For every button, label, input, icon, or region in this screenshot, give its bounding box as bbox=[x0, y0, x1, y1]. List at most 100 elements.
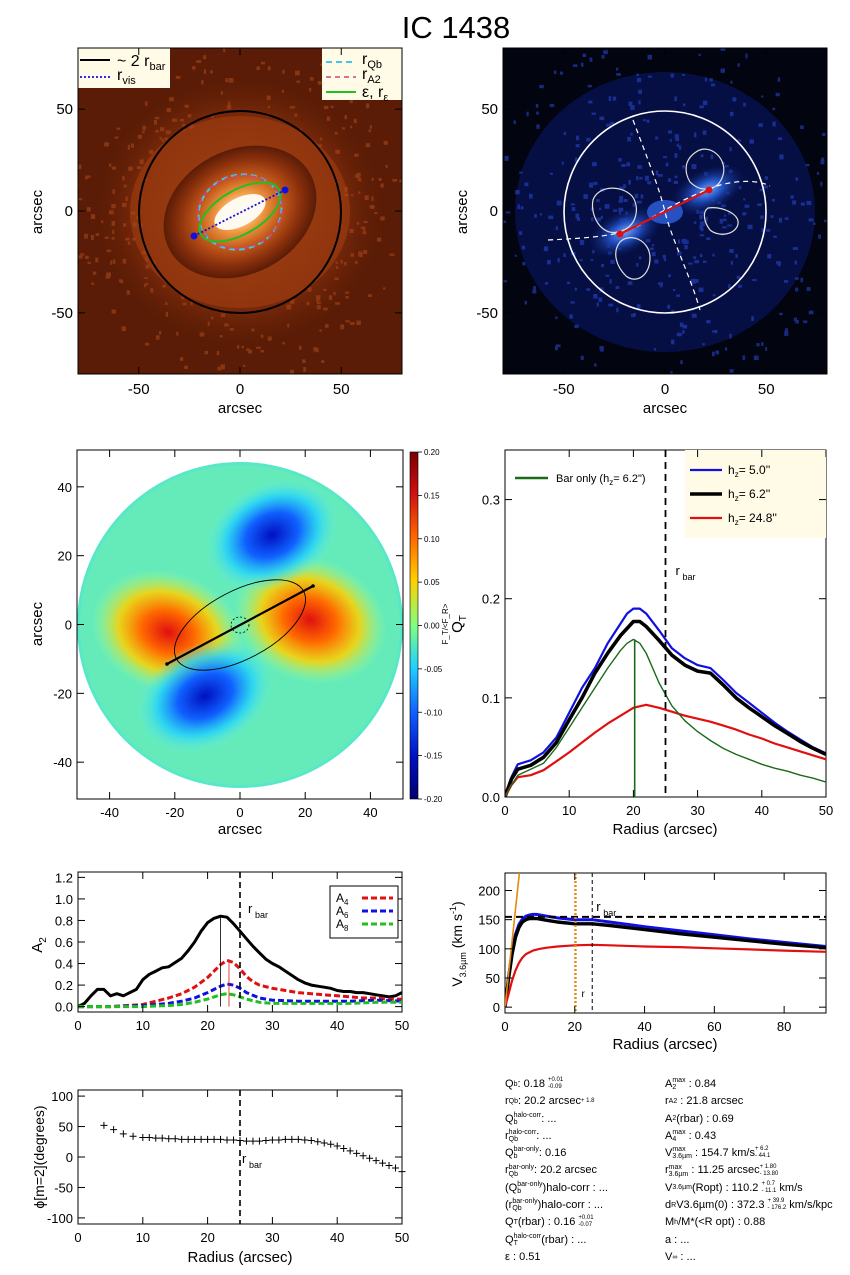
x-tick-label: 20 bbox=[200, 1018, 214, 1033]
svg-text:~ 2 rbar: ~ 2 rbar bbox=[117, 53, 166, 73]
x-tick-label: 40 bbox=[755, 803, 769, 818]
noise-speckle bbox=[517, 204, 520, 210]
legend-epsilon: ε, r bbox=[362, 84, 384, 101]
noise-speckle bbox=[684, 244, 688, 250]
noise-speckle bbox=[87, 261, 91, 264]
noise-speckle bbox=[377, 237, 382, 242]
noise-speckle bbox=[520, 206, 524, 210]
stat-subsup: Qb bbox=[508, 1097, 519, 1105]
noise-speckle bbox=[142, 125, 146, 131]
noise-speckle bbox=[190, 301, 193, 306]
stat-row: M h/M*(<R opt) : 0.88 bbox=[665, 1214, 833, 1231]
y-tick-label: -50 bbox=[476, 305, 498, 322]
noise-speckle bbox=[587, 84, 592, 88]
noise-speckle bbox=[349, 322, 355, 325]
noise-speckle bbox=[561, 161, 564, 165]
noise-speckle bbox=[323, 307, 328, 311]
noise-speckle bbox=[736, 275, 741, 279]
noise-speckle bbox=[349, 98, 353, 104]
stat-text: : ... bbox=[677, 1250, 696, 1263]
noise-speckle bbox=[95, 257, 99, 263]
noise-speckle bbox=[226, 105, 232, 110]
noise-speckle bbox=[778, 217, 782, 223]
noise-speckle bbox=[598, 297, 603, 302]
stat-subsup: h bbox=[674, 1218, 679, 1226]
noise-speckle bbox=[220, 91, 223, 95]
noise-speckle bbox=[122, 258, 127, 264]
legend-rvis-sub: vis bbox=[122, 75, 136, 87]
noise-speckle bbox=[334, 277, 339, 280]
noise-speckle bbox=[743, 102, 746, 107]
noise-speckle bbox=[95, 233, 100, 236]
noise-speckle bbox=[794, 260, 797, 265]
stat-text: A bbox=[665, 1112, 673, 1125]
noise-speckle bbox=[316, 295, 321, 300]
noise-speckle bbox=[653, 348, 657, 351]
rbar-label: r bbox=[248, 901, 253, 916]
noise-speckle bbox=[127, 241, 131, 245]
stat-text: : 21.8 arcsec bbox=[677, 1095, 744, 1108]
x-tick-label: -50 bbox=[553, 381, 575, 398]
noise-speckle bbox=[794, 277, 799, 280]
noise-speckle bbox=[574, 287, 578, 291]
noise-speckle bbox=[698, 287, 704, 293]
noise-speckle bbox=[307, 287, 312, 292]
noise-speckle bbox=[596, 302, 599, 307]
noise-speckle bbox=[104, 236, 109, 239]
phase-point bbox=[392, 1164, 400, 1172]
phase-point bbox=[385, 1162, 393, 1170]
qt-legend-label: hz= 6.2'' bbox=[728, 487, 770, 503]
noise-speckle bbox=[353, 118, 357, 123]
noise-speckle bbox=[808, 218, 814, 222]
noise-speckle bbox=[688, 262, 693, 265]
noise-speckle bbox=[812, 222, 816, 225]
noise-speckle bbox=[389, 253, 395, 256]
noise-speckle bbox=[722, 226, 727, 229]
y-tick-label: 1.2 bbox=[55, 870, 73, 885]
noise-speckle bbox=[335, 302, 340, 305]
noise-speckle bbox=[693, 279, 699, 283]
stat-text: bar) : 0.69 bbox=[683, 1112, 734, 1125]
stat-text: : ... bbox=[671, 1233, 690, 1246]
x-tick-label: 50 bbox=[758, 381, 775, 398]
colorbar-tick-label: 0.05 bbox=[424, 578, 440, 587]
noise-speckle bbox=[674, 175, 678, 179]
noise-speckle bbox=[590, 259, 594, 262]
noise-speckle bbox=[700, 221, 705, 227]
noise-speckle bbox=[120, 280, 124, 284]
stat-text: V bbox=[665, 1250, 673, 1263]
noise-speckle bbox=[323, 288, 327, 292]
phase-point bbox=[152, 1134, 160, 1142]
ra2-ellipse bbox=[196, 174, 284, 250]
noise-speckle bbox=[630, 132, 633, 136]
stat-row: r halo-corr Qb: ... bbox=[505, 1128, 608, 1145]
noise-speckle bbox=[615, 67, 619, 71]
phase-point bbox=[340, 1144, 348, 1152]
noise-speckle bbox=[287, 323, 290, 328]
y-tick-label: -50 bbox=[51, 305, 73, 322]
noise-speckle bbox=[647, 54, 653, 60]
noise-speckle bbox=[720, 68, 725, 73]
noise-speckle bbox=[671, 309, 674, 313]
phase-point bbox=[217, 1135, 225, 1143]
noise-speckle bbox=[144, 283, 147, 288]
noise-speckle bbox=[571, 207, 576, 212]
noise-speckle bbox=[220, 364, 225, 370]
noise-speckle bbox=[110, 260, 113, 265]
noise-speckle bbox=[192, 66, 196, 70]
noise-speckle bbox=[378, 177, 382, 181]
noise-speckle bbox=[672, 288, 676, 292]
phase-point bbox=[119, 1130, 127, 1138]
noise-speckle bbox=[294, 70, 300, 76]
noise-speckle bbox=[729, 111, 734, 117]
panel-force-map: -40 -20 0 20 40 -40 -20 0 20 40 arcsec arcsec 0.2… bbox=[29, 448, 450, 838]
stat-text: opt) : 0.88 bbox=[712, 1216, 766, 1229]
y-tick-label: 0 bbox=[66, 1150, 73, 1165]
noise-speckle bbox=[589, 182, 594, 188]
noise-speckle bbox=[676, 251, 682, 256]
noise-speckle bbox=[184, 365, 188, 369]
noise-speckle bbox=[182, 302, 187, 306]
noise-speckle bbox=[367, 294, 373, 297]
stat-text: M bbox=[665, 1216, 675, 1229]
